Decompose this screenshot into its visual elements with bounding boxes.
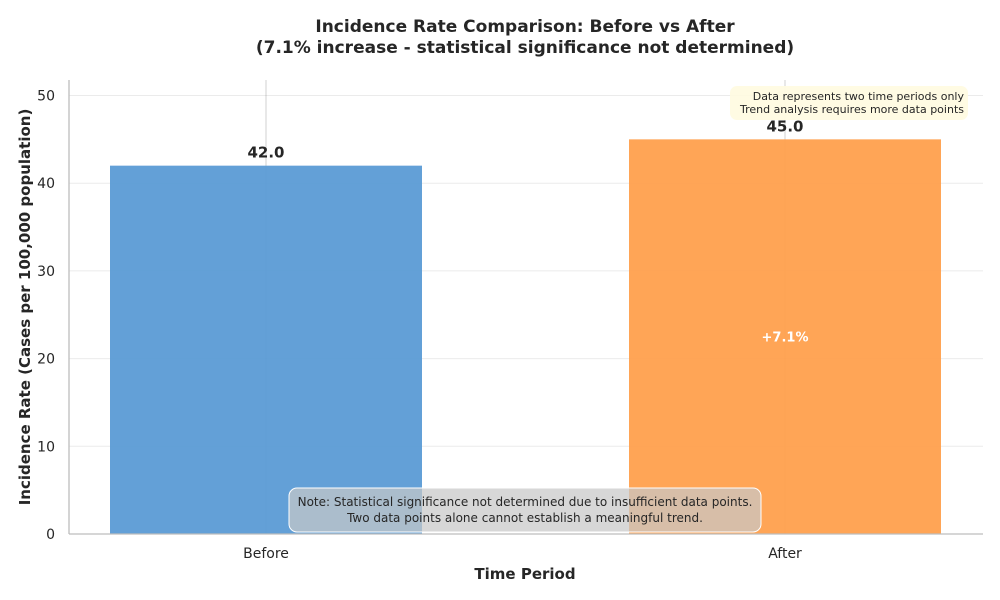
bottom-note-box bbox=[288, 487, 762, 533]
bottom-note-line-1: Note: Statistical significance not deter… bbox=[298, 495, 753, 509]
bottom-note: Note: Statistical significance not deter… bbox=[288, 487, 762, 533]
labels-layer: 0 10 20 30 40 50 42.0 Before 45.0 After +7.1% bbox=[37, 89, 808, 563]
bars-layer bbox=[110, 139, 941, 534]
y-tick-label: 20 bbox=[37, 352, 55, 368]
corner-note-box bbox=[730, 86, 968, 120]
chart-title: Incidence Rate Comparison: Before vs Aft… bbox=[315, 17, 735, 37]
x-axis-label: Time Period bbox=[474, 565, 575, 583]
change-label: +7.1% bbox=[762, 331, 809, 346]
chart-subtitle: (7.1% increase - statistical significanc… bbox=[256, 38, 794, 58]
value-label-before: 42.0 bbox=[247, 144, 284, 162]
bar-after bbox=[629, 139, 941, 534]
y-tick-label: 10 bbox=[37, 439, 55, 455]
y-tick-label: 30 bbox=[37, 264, 55, 280]
y-axis-label: Incidence Rate (Cases per 100,000 popula… bbox=[16, 109, 34, 506]
corner-note: Data represents two time periods only Tr… bbox=[730, 86, 968, 120]
axes-layer bbox=[68, 80, 983, 535]
y-tick-label: 40 bbox=[37, 176, 55, 192]
bar-before bbox=[110, 165, 422, 534]
bottom-note-line-2: Two data points alone cannot establish a… bbox=[346, 511, 703, 525]
y-tick-label: 0 bbox=[46, 527, 55, 543]
x-tick-label: After bbox=[768, 546, 802, 562]
corner-note-line-1: Data represents two time periods only bbox=[753, 90, 965, 103]
value-label-after: 45.0 bbox=[766, 117, 803, 135]
x-tick-label: Before bbox=[243, 546, 289, 562]
corner-note-line-2: Trend analysis requires more data points bbox=[739, 103, 964, 116]
y-tick-label: 50 bbox=[37, 89, 55, 105]
